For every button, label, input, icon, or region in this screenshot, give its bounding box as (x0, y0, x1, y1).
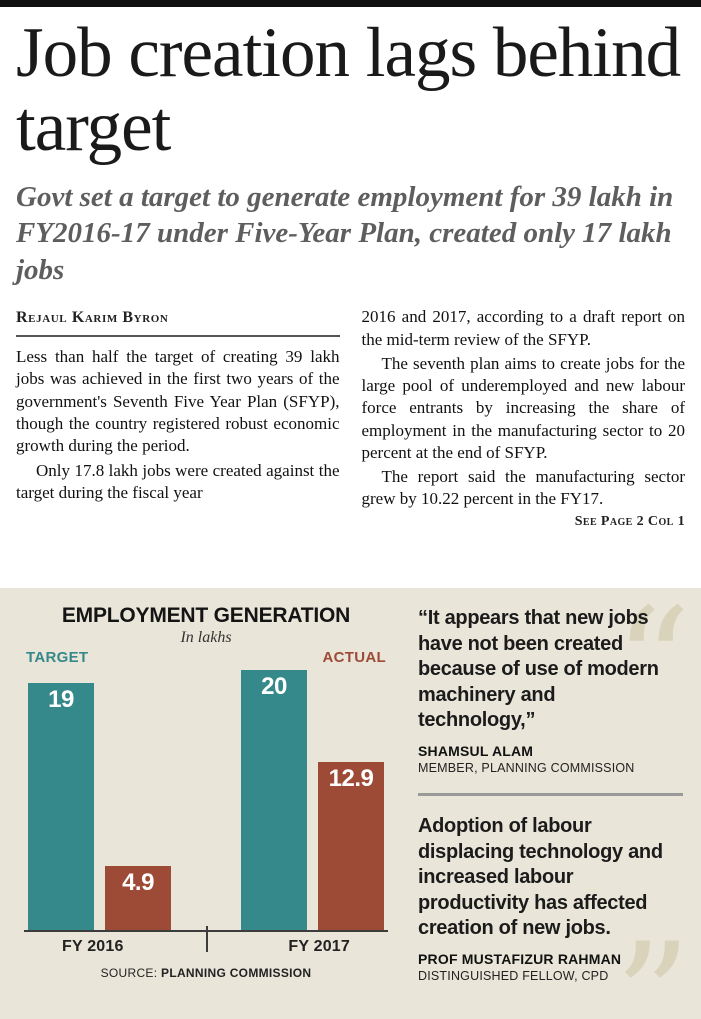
chart-plot: 19 4.9 20 12.9 (22, 670, 390, 930)
bar-value: 19 (48, 686, 74, 713)
quote-role: MEMBER, PLANNING COMMISSION (418, 760, 635, 775)
bar-value: 4.9 (122, 869, 154, 896)
article-columns: Rejaul Karim Byron Less than half the ta… (16, 306, 685, 531)
standfirst: Govt set a target to generate employment… (16, 180, 674, 286)
actual-bar-fy2017: 12.9 (318, 762, 384, 930)
quote-block-1: “It appears that new jobs have not been … (418, 606, 683, 775)
quote-block-2: Adoption of labour displacing technology… (418, 814, 683, 983)
article-area: Job creation lags behind target Govt set… (0, 14, 701, 531)
article-paragraph: 2016 and 2017, according to a draft repo… (361, 307, 686, 349)
actual-bar-fy2016: 4.9 (105, 866, 171, 930)
bar-group-fy2017: 20 12.9 (241, 670, 384, 930)
target-bar-fy2017: 20 (241, 670, 307, 930)
target-bar-fy2016: 19 (28, 683, 94, 930)
source-value: PLANNING COMMISSION (161, 966, 312, 980)
chart-baseline (24, 926, 388, 952)
article-paragraph: Less than half the target of creating 39… (16, 347, 340, 456)
axis-tick (206, 926, 208, 952)
x-label-fy2017: FY 2017 (288, 938, 350, 955)
quotes-column: “ ” “It appears that new jobs have not b… (398, 589, 691, 1019)
quote-divider (418, 792, 683, 796)
employment-chart: EMPLOYMENT GENERATION In lakhs TARGET AC… (14, 602, 398, 1019)
x-axis-labels: FY 2016 FY 2017 (22, 932, 390, 956)
quote-author: SHAMSUL ALAM (418, 742, 534, 759)
quote-text: “It appears that new jobs have not been … (418, 607, 659, 732)
legend-actual: ACTUAL (322, 649, 386, 666)
article-paragraph: The report said the manufacturing sector… (361, 467, 686, 509)
byline: Rejaul Karim Byron (16, 309, 169, 327)
bar-group-fy2016: 19 4.9 (28, 683, 171, 930)
chart-legend: TARGET ACTUAL (22, 647, 390, 666)
bar-value: 12.9 (328, 765, 374, 792)
infographic-panel: EMPLOYMENT GENERATION In lakhs TARGET AC… (0, 588, 701, 1019)
source-label: SOURCE: (100, 966, 158, 980)
byline-rule (16, 335, 340, 338)
bar-value: 20 (261, 673, 287, 700)
headline: Job creation lags behind target (16, 14, 681, 166)
chart-source: SOURCE: PLANNING COMMISSION (22, 966, 390, 980)
chart-title: EMPLOYMENT GENERATION (61, 604, 351, 627)
article-paragraph: Only 17.8 lakh jobs were created against… (16, 460, 340, 502)
chart-subtitle: In lakhs (180, 629, 232, 646)
x-label-fy2016: FY 2016 (62, 938, 124, 955)
quote-author: PROF MUSTAFIZUR RAHMAN (418, 950, 622, 967)
quote-text: Adoption of labour displacing technology… (418, 814, 663, 940)
article-column-2: 2016 and 2017, according to a draft repo… (362, 306, 686, 531)
quote-role: DISTINGUISHED FELLOW, CPD (418, 968, 609, 983)
legend-target: TARGET (26, 649, 89, 666)
top-border (0, 0, 701, 7)
article-paragraph: The seventh plan aims to create jobs for… (361, 353, 686, 462)
continuation-note: See Page 2 Col 1 (574, 513, 685, 529)
article-column-1: Rejaul Karim Byron Less than half the ta… (16, 306, 340, 531)
